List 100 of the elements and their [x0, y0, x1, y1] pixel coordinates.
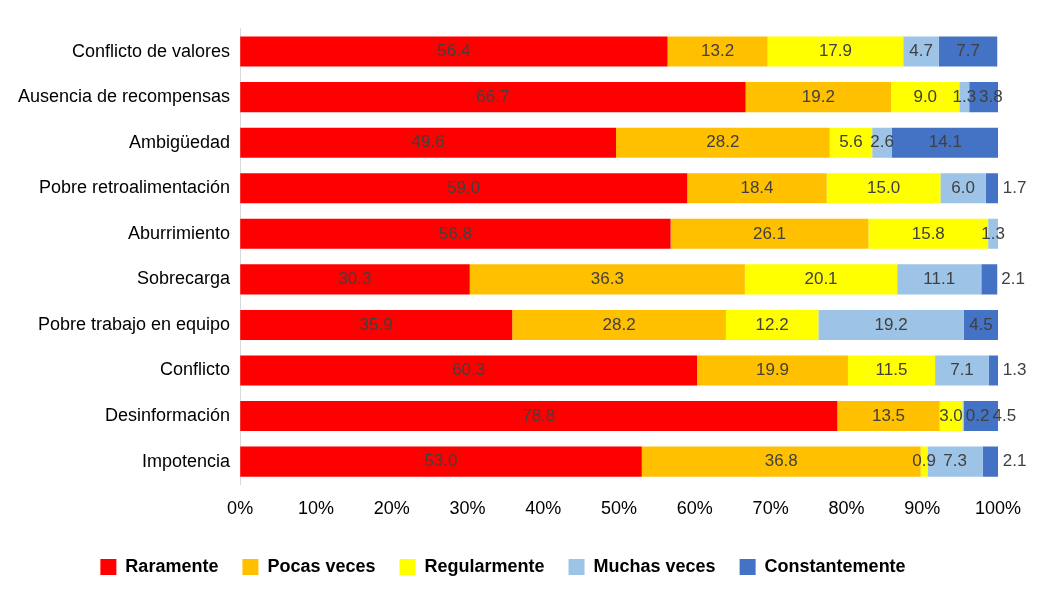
- bar: [512, 309, 726, 340]
- y-tick-label: Desinformación: [105, 405, 231, 426]
- bar: [725, 309, 819, 340]
- legend-label: Pocas veces: [267, 555, 376, 576]
- data-label: 53.0: [424, 451, 458, 471]
- bar: [469, 264, 745, 295]
- bar: [891, 127, 998, 158]
- data-label: 4.7: [909, 41, 933, 61]
- data-label: 13.2: [701, 41, 735, 61]
- data-label: 28.2: [706, 132, 740, 152]
- data-label: 2.1: [1002, 451, 1027, 471]
- bar: [981, 264, 998, 295]
- data-label: 19.2: [801, 86, 835, 106]
- bar: [240, 401, 838, 432]
- data-label: 59.0: [447, 177, 481, 197]
- bar: [985, 173, 998, 204]
- y-tick-label: Pobre trabajo en equipo: [37, 313, 231, 334]
- y-tick-label: Sobrecarga: [137, 268, 232, 289]
- bar: [240, 355, 698, 386]
- data-label: 66.7: [476, 86, 510, 106]
- data-label: 13.5: [871, 405, 906, 425]
- bar: [616, 127, 830, 158]
- data-label: 1.3: [1002, 360, 1027, 380]
- bar: [837, 401, 940, 432]
- bar: [744, 264, 898, 295]
- bar: [903, 36, 939, 67]
- data-label: 20.1: [804, 269, 838, 289]
- x-tick-label: 30%: [449, 498, 486, 519]
- bar: [670, 218, 869, 249]
- data-label: 19.9: [755, 360, 790, 380]
- x-tick-label: 100%: [974, 498, 1022, 519]
- data-label: 17.9: [818, 41, 852, 61]
- x-tick-label: 10%: [297, 498, 334, 519]
- legend-label: Raramente: [125, 555, 219, 576]
- y-tick-label: Impotencia: [142, 450, 232, 471]
- bar: [745, 82, 892, 113]
- y-tick-label: Conflicto: [160, 359, 231, 380]
- bar: [240, 173, 688, 204]
- bar: [687, 173, 827, 204]
- x-tick-label: 40%: [525, 498, 562, 519]
- bar: [940, 173, 986, 204]
- data-label: 15.8: [911, 223, 945, 243]
- legend-label: Muchas veces: [593, 555, 716, 576]
- data-label: 11.1: [923, 269, 956, 289]
- data-label: 1.7: [1002, 177, 1027, 197]
- data-label: 78.8: [522, 405, 556, 425]
- data-label: 60.3: [452, 360, 486, 380]
- data-label: 7.7: [956, 41, 980, 61]
- data-label: 36.3: [590, 269, 624, 289]
- data-label: 15.0: [867, 177, 901, 197]
- data-label: 12.2: [755, 314, 789, 334]
- data-label: 30.3: [338, 269, 372, 289]
- bar: [240, 218, 671, 249]
- bar: [240, 309, 513, 340]
- data-label: 19.2: [874, 314, 908, 334]
- data-label: 7.1: [950, 360, 974, 380]
- data-label: 6.0: [951, 177, 975, 197]
- data-label: 56.8: [438, 223, 472, 243]
- data-label: 35.9: [359, 314, 393, 334]
- data-label: 4.5: [969, 314, 993, 334]
- y-tick-label: Conflicto de valores: [72, 40, 231, 61]
- x-tick-label: 0%: [227, 498, 254, 519]
- y-tick-label: Pobre retroalimentación: [39, 177, 231, 198]
- x-tick-label: 20%: [373, 498, 410, 519]
- data-label: 56.4: [437, 41, 471, 61]
- bar: [240, 127, 617, 158]
- bar: [667, 36, 768, 67]
- x-tick-label: 50%: [601, 498, 638, 519]
- data-label: 2.1: [1001, 269, 1025, 289]
- bar: [240, 264, 470, 295]
- data-label: 0.2: [965, 405, 990, 425]
- bar: [240, 446, 642, 477]
- x-tick-label: 90%: [904, 498, 941, 519]
- data-label: 14.1: [928, 132, 962, 152]
- bar: [982, 446, 998, 477]
- bar: [697, 355, 848, 386]
- y-tick-label: Aburrimiento: [128, 222, 231, 243]
- data-label: 28.2: [602, 314, 636, 334]
- bar: [767, 36, 904, 67]
- x-tick-label: 70%: [752, 498, 789, 519]
- data-label: 7.3: [943, 451, 967, 471]
- data-label: 18.4: [740, 177, 774, 197]
- bar: [935, 355, 989, 386]
- data-label: 11.5: [875, 360, 908, 380]
- data-label: 5.6: [839, 132, 863, 152]
- bar: [240, 82, 746, 113]
- x-tick-label: 80%: [828, 498, 865, 519]
- bar: [988, 355, 998, 386]
- bar: [240, 36, 668, 67]
- data-label: 26.1: [752, 223, 787, 243]
- legend-label: Regularmente: [424, 555, 545, 576]
- bar: [818, 309, 964, 340]
- data-label: 9.0: [913, 86, 938, 106]
- y-tick-label: Ambigüedad: [129, 131, 231, 152]
- y-tick-label: Ausencia de recompensas: [18, 86, 231, 107]
- data-label: 3.0: [939, 405, 963, 425]
- data-label: 1.3: [952, 86, 977, 106]
- bar: [847, 355, 936, 386]
- data-label: 49.6: [411, 132, 445, 152]
- data-label: 36.8: [764, 451, 798, 471]
